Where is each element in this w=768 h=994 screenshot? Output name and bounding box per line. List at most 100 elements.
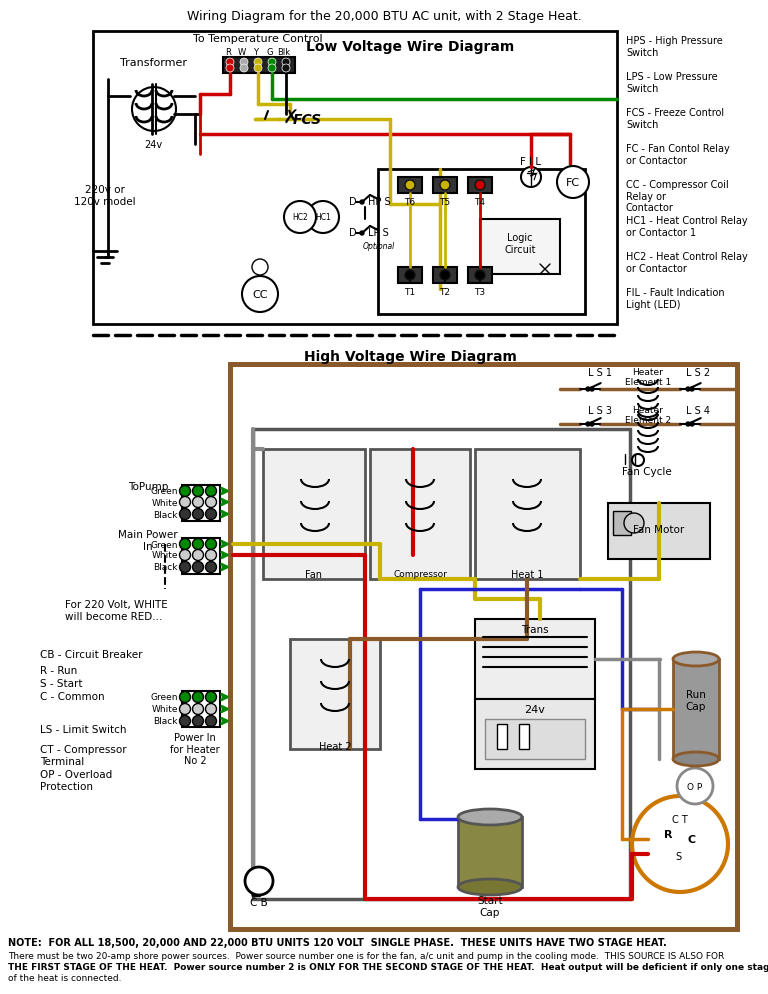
Circle shape: [254, 59, 262, 67]
Text: Blk: Blk: [277, 48, 290, 57]
Circle shape: [206, 562, 217, 573]
Text: Green: Green: [151, 487, 178, 496]
Text: HPS - High Pressure
Switch: HPS - High Pressure Switch: [626, 36, 723, 58]
Text: Logic
Circuit: Logic Circuit: [505, 233, 536, 254]
Circle shape: [193, 550, 204, 561]
Bar: [433, 178, 457, 194]
Circle shape: [475, 181, 485, 191]
Circle shape: [180, 550, 190, 561]
Circle shape: [254, 65, 262, 73]
Text: Fan Motor: Fan Motor: [634, 525, 684, 535]
Text: L S 3: L S 3: [588, 406, 612, 415]
Circle shape: [193, 562, 204, 573]
Bar: [182, 691, 220, 728]
Bar: [480, 220, 560, 274]
Bar: [253, 429, 630, 900]
Circle shape: [206, 486, 217, 497]
Text: HC2 - Heat Control Relay
or Contactor: HC2 - Heat Control Relay or Contactor: [626, 251, 748, 273]
Text: R: R: [664, 829, 672, 839]
Bar: [468, 267, 492, 283]
Text: There must be two 20-amp shore power sources.  Power source number one is for th: There must be two 20-amp shore power sou…: [8, 951, 724, 960]
Text: L S 4: L S 4: [686, 406, 710, 415]
Bar: [475, 700, 595, 769]
Text: HC1 - Heat Control Relay
or Contactor 1: HC1 - Heat Control Relay or Contactor 1: [626, 216, 747, 238]
Text: R - Run: R - Run: [40, 665, 78, 675]
Text: T1: T1: [405, 287, 415, 296]
Bar: [613, 512, 631, 536]
Text: O P: O P: [687, 781, 703, 790]
Text: T5: T5: [439, 198, 451, 207]
Text: of the heat is connected.: of the heat is connected.: [8, 973, 121, 982]
Text: White: White: [151, 498, 178, 507]
Text: CB - Circuit Breaker: CB - Circuit Breaker: [40, 649, 143, 659]
Circle shape: [193, 486, 204, 497]
Circle shape: [193, 509, 204, 520]
Circle shape: [180, 497, 190, 508]
Text: 24v: 24v: [525, 705, 545, 715]
Bar: [290, 639, 380, 749]
Circle shape: [405, 270, 415, 280]
Circle shape: [193, 692, 204, 703]
Circle shape: [206, 716, 217, 727]
Ellipse shape: [673, 652, 719, 666]
Text: Low Voltage Wire Diagram: Low Voltage Wire Diagram: [306, 40, 514, 54]
Text: FC - Fan Contol Relay
or Contactor: FC - Fan Contol Relay or Contactor: [626, 144, 730, 165]
Text: D: D: [349, 228, 356, 238]
Circle shape: [206, 704, 217, 715]
Circle shape: [475, 270, 485, 280]
Text: T6: T6: [405, 198, 415, 207]
Text: Power In
for Heater
No 2: Power In for Heater No 2: [170, 733, 220, 765]
Text: Transformer: Transformer: [120, 58, 187, 68]
Circle shape: [193, 704, 204, 715]
Circle shape: [206, 692, 217, 703]
Circle shape: [284, 202, 316, 234]
Circle shape: [282, 65, 290, 73]
Circle shape: [245, 867, 273, 896]
Bar: [398, 267, 422, 283]
Bar: [519, 725, 529, 749]
Circle shape: [440, 181, 450, 191]
Text: S - Start: S - Start: [40, 678, 82, 688]
Text: LS - Limit Switch: LS - Limit Switch: [40, 725, 127, 735]
Circle shape: [242, 276, 278, 313]
Circle shape: [690, 388, 694, 392]
Circle shape: [677, 768, 713, 804]
Text: THE FIRST STAGE OF THE HEAT.  Power source number 2 is ONLY FOR THE SECOND STAGE: THE FIRST STAGE OF THE HEAT. Power sourc…: [8, 962, 768, 971]
Bar: [475, 449, 580, 580]
Text: $\mathit{✗}$: $\mathit{✗}$: [282, 108, 298, 127]
Text: S: S: [675, 851, 681, 861]
Circle shape: [268, 59, 276, 67]
Circle shape: [360, 201, 364, 205]
Text: High Voltage Wire Diagram: High Voltage Wire Diagram: [303, 350, 516, 364]
Ellipse shape: [458, 809, 522, 825]
Text: Green: Green: [151, 540, 178, 549]
Text: W: W: [238, 48, 246, 57]
Text: C B: C B: [250, 898, 268, 908]
Circle shape: [193, 539, 204, 550]
Circle shape: [193, 497, 204, 508]
Circle shape: [180, 716, 190, 727]
Circle shape: [180, 704, 190, 715]
Bar: [370, 449, 470, 580]
Circle shape: [624, 514, 644, 534]
Text: OP - Overload
Protection: OP - Overload Protection: [40, 769, 112, 791]
Bar: [475, 619, 595, 700]
Text: Start
Cap: Start Cap: [477, 896, 503, 916]
Bar: [378, 170, 585, 315]
Circle shape: [360, 232, 364, 236]
Circle shape: [206, 550, 217, 561]
Text: L S 2: L S 2: [686, 368, 710, 378]
Circle shape: [180, 486, 190, 497]
Text: T4: T4: [475, 198, 485, 207]
Text: R: R: [225, 48, 231, 57]
Text: 220v or
120v model: 220v or 120v model: [74, 185, 136, 207]
Circle shape: [521, 168, 541, 188]
Bar: [398, 178, 422, 194]
Circle shape: [586, 422, 590, 426]
Circle shape: [405, 181, 415, 191]
Bar: [458, 817, 522, 887]
Text: NOTE:  FOR ALL 18,500, 20,000 AND 22,000 BTU UNITS 120 VOLT  SINGLE PHASE.  THES: NOTE: FOR ALL 18,500, 20,000 AND 22,000 …: [8, 937, 667, 947]
Circle shape: [590, 388, 594, 392]
Text: HC2: HC2: [292, 214, 308, 223]
Circle shape: [240, 59, 248, 67]
